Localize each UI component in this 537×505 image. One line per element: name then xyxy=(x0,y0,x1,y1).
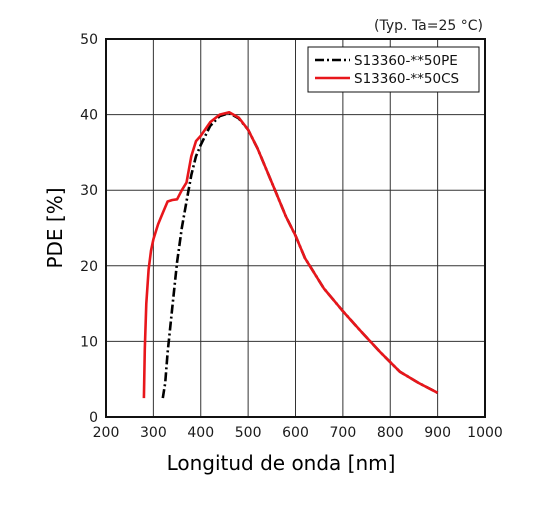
y-tick-label: 40 xyxy=(80,108,98,124)
series-group xyxy=(142,111,439,399)
legend-label-cs: S13360-**50CS xyxy=(354,71,459,87)
y-axis-title: PDE [%] xyxy=(43,187,67,268)
series-line-pe xyxy=(161,111,439,399)
x-tick-label: 200 xyxy=(93,425,120,441)
x-axis-title: Longitud de onda [nm] xyxy=(167,451,396,475)
x-tick-label: 800 xyxy=(377,425,404,441)
y-tick-label: 20 xyxy=(80,259,98,275)
temperature-note: (Typ. Ta=25 °C) xyxy=(374,18,483,34)
x-tick-label: 400 xyxy=(187,425,214,441)
x-tick-label: 300 xyxy=(140,425,167,441)
legend: S13360-**50PE S13360-**50CS xyxy=(307,46,480,93)
x-tick-label: 700 xyxy=(330,425,357,441)
series-line-cs xyxy=(142,111,439,399)
y-tick-label: 0 xyxy=(89,410,98,426)
x-tick-label: 900 xyxy=(424,425,451,441)
x-tick-label: 500 xyxy=(235,425,262,441)
y-tick-labels: 0 10 20 30 40 50 xyxy=(80,32,98,426)
y-tick-label: 10 xyxy=(80,334,98,350)
legend-box xyxy=(307,46,480,93)
x-tick-labels: 200 300 400 500 600 700 800 900 1000 xyxy=(93,425,503,441)
y-tick-label: 30 xyxy=(80,183,98,199)
plot-frame xyxy=(105,38,486,418)
x-tick-label: 1000 xyxy=(467,425,503,441)
y-tick-label: 50 xyxy=(80,32,98,48)
legend-label-pe: S13360-**50PE xyxy=(354,53,458,69)
x-tick-label: 600 xyxy=(282,425,309,441)
